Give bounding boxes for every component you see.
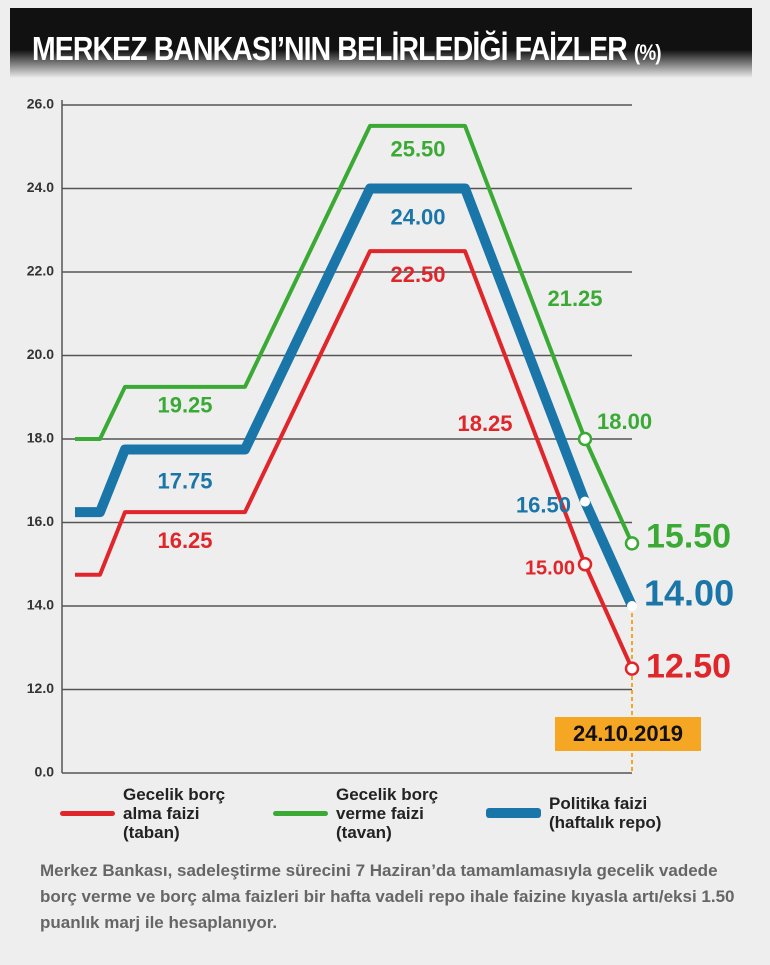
legend-label: Politika faizi (haftalık repo): [549, 794, 662, 832]
legend-item: Gecelik borç verme faizi (tavan): [273, 778, 456, 848]
chart-title: MERKEZ BANKASI’NIN BELİRLEDİĞİ FAİZLER (…: [32, 30, 662, 68]
legend-swatch: [60, 810, 115, 816]
series-line: [75, 183, 637, 609]
value-label: 15.50: [646, 517, 731, 555]
value-label: 15.00: [525, 558, 575, 580]
annotation: 18.25: [457, 411, 512, 436]
legend-label: Gecelik borç verme faizi (tavan): [336, 784, 439, 842]
legend-label: Gecelik borç alma faizi (taban): [123, 784, 226, 842]
value-label: 12.50: [646, 648, 731, 686]
value-label: 22.50: [390, 262, 445, 287]
legend-item: Gecelik borç alma faizi (taban): [60, 778, 243, 848]
legend-item: Politika faizi (haftalık repo): [486, 778, 669, 848]
annotation: 21.25: [547, 286, 602, 311]
point: [624, 661, 640, 676]
y-tick-label: 16.0: [27, 513, 54, 529]
y-tick-label: 0.0: [35, 764, 55, 780]
value-label: 18.00: [597, 409, 652, 434]
date-box: [555, 717, 701, 751]
value-label: 14.00: [644, 573, 734, 614]
value-label: 17.75: [157, 468, 212, 493]
x-tick-label: 24.10.2019: [573, 721, 683, 746]
y-tick-label: 12.0: [27, 680, 54, 696]
point: [577, 431, 593, 447]
value-label: 25.50: [390, 137, 445, 162]
point: [580, 496, 590, 507]
series-line: [75, 123, 634, 545]
legend-swatch: [486, 808, 541, 818]
point: [577, 557, 593, 572]
title-bar: MERKEZ BANKASI’NIN BELİRLEDİĞİ FAİZLER (…: [10, 8, 752, 78]
point: [624, 536, 640, 551]
title-text: MERKEZ BANKASI’NIN BELİRLEDİĞİ FAİZLER: [32, 30, 628, 67]
y-tick-label: 14.0: [27, 597, 54, 613]
value-label: 16.50: [516, 492, 571, 517]
legend-swatch: [273, 810, 328, 816]
y-tick-label: 20.0: [27, 346, 54, 362]
y-tick-label: 22.0: [27, 263, 54, 279]
value-label: 24.00: [390, 204, 445, 229]
title-unit: (%): [633, 40, 662, 65]
y-tick-label: 24.0: [27, 179, 54, 195]
y-tick-label: 18.0: [27, 430, 54, 446]
point: [627, 601, 637, 611]
value-label: 19.25: [157, 393, 212, 418]
legend: Gecelik borç alma faizi (taban) Gecelik b…: [60, 778, 680, 848]
series-line: [75, 249, 634, 670]
y-tick-label: 26.0: [27, 96, 54, 112]
footnote: Merkez Bankası, sadeleştirme sürecini 7 …: [40, 861, 735, 932]
value-label: 16.25: [157, 528, 212, 553]
